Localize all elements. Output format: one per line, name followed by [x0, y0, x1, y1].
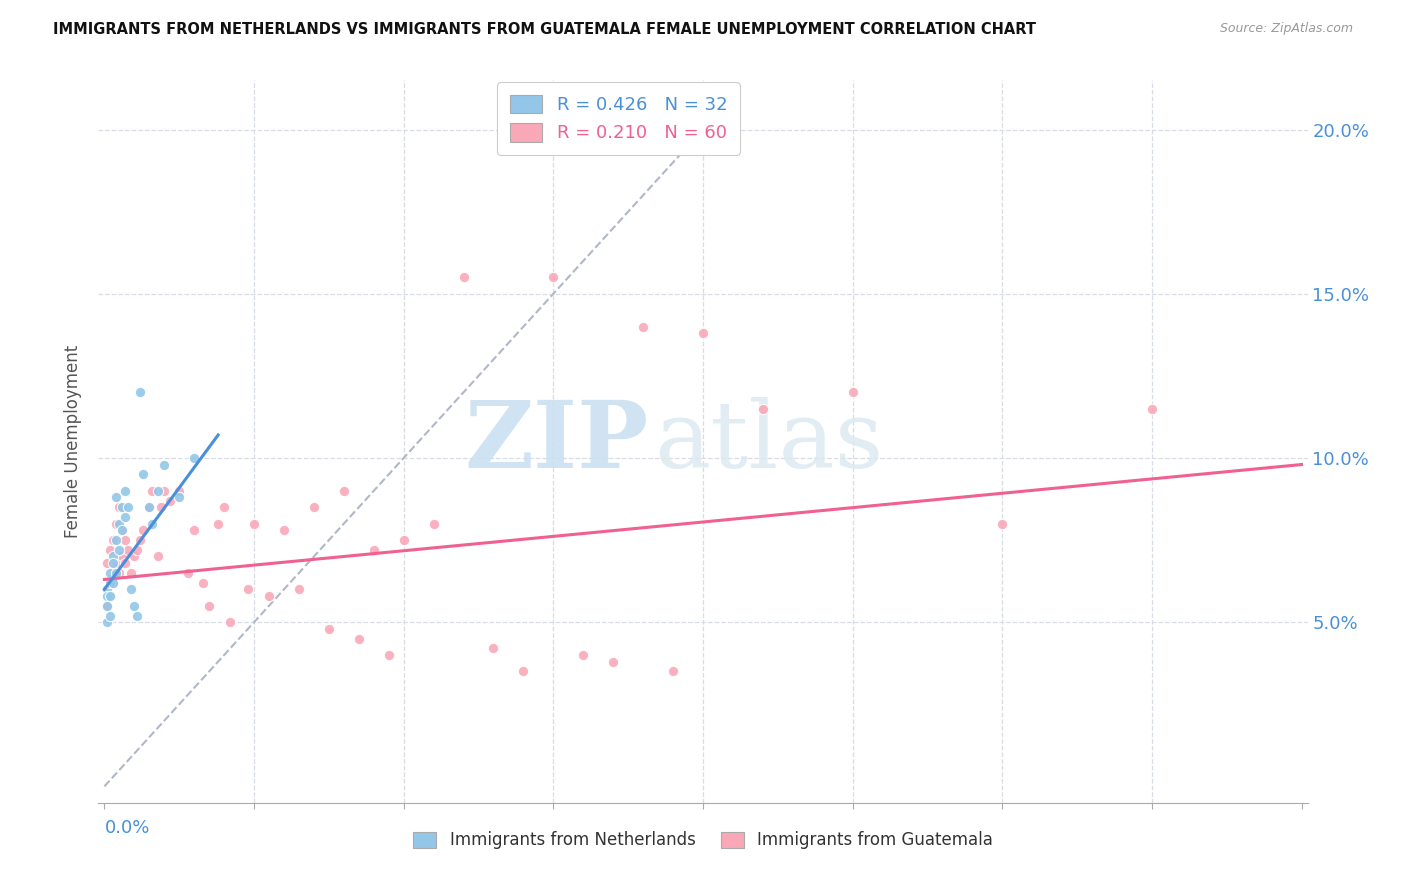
Point	[183, 523, 205, 537]
Point	[132, 523, 155, 537]
Point	[100, 566, 122, 580]
Point	[100, 589, 122, 603]
Point	[752, 401, 775, 416]
Point	[177, 566, 200, 580]
Y-axis label: Female Unemployment: Female Unemployment	[63, 345, 82, 538]
Point	[105, 516, 128, 531]
Point	[183, 450, 205, 465]
Point	[108, 516, 131, 531]
Point	[148, 549, 170, 564]
Point	[120, 582, 142, 597]
Point	[572, 648, 595, 662]
Point	[602, 655, 624, 669]
Point	[207, 516, 229, 531]
Point	[117, 542, 139, 557]
Point	[96, 589, 118, 603]
Point	[422, 516, 444, 531]
Point	[631, 319, 654, 334]
Point	[96, 599, 118, 613]
Point	[288, 582, 311, 597]
Point	[100, 608, 122, 623]
Point	[103, 533, 125, 547]
Point	[662, 665, 685, 679]
Point	[318, 622, 340, 636]
Point	[148, 483, 170, 498]
Point	[96, 582, 118, 597]
Text: atlas: atlas	[655, 397, 884, 486]
Point	[482, 641, 505, 656]
Point	[127, 542, 149, 557]
Point	[96, 615, 118, 630]
Point	[198, 599, 221, 613]
Point	[100, 575, 122, 590]
Point	[103, 575, 125, 590]
Point	[103, 575, 125, 590]
Point	[167, 491, 190, 505]
Point	[111, 523, 134, 537]
Point	[124, 549, 146, 564]
Point	[347, 632, 370, 646]
Point	[453, 270, 475, 285]
Point	[100, 542, 122, 557]
Point	[302, 500, 325, 515]
Point	[159, 493, 181, 508]
Point	[129, 533, 152, 547]
Text: Source: ZipAtlas.com: Source: ZipAtlas.com	[1219, 22, 1353, 36]
Point	[1140, 401, 1163, 416]
Point	[96, 556, 118, 570]
Point	[167, 483, 190, 498]
Legend: Immigrants from Netherlands, Immigrants from Guatemala: Immigrants from Netherlands, Immigrants …	[406, 824, 1000, 856]
Point	[111, 523, 134, 537]
Point	[363, 542, 385, 557]
Point	[108, 542, 131, 557]
Point	[991, 516, 1014, 531]
Point	[105, 491, 128, 505]
Point	[108, 566, 131, 580]
Point	[114, 510, 136, 524]
Point	[120, 566, 142, 580]
Point	[108, 500, 131, 515]
Point	[512, 665, 534, 679]
Point	[96, 599, 118, 613]
Point	[100, 589, 122, 603]
Point	[127, 608, 149, 623]
Point	[153, 483, 176, 498]
Point	[138, 500, 160, 515]
Point	[105, 566, 128, 580]
Point	[114, 556, 136, 570]
Point	[236, 582, 259, 597]
Point	[257, 589, 280, 603]
Point	[105, 533, 128, 547]
Point	[129, 385, 152, 400]
Text: ZIP: ZIP	[464, 397, 648, 486]
Point	[333, 483, 356, 498]
Point	[150, 500, 173, 515]
Point	[243, 516, 266, 531]
Point	[392, 533, 415, 547]
Point	[273, 523, 295, 537]
Point	[692, 326, 714, 340]
Point	[153, 458, 176, 472]
Point	[141, 516, 163, 531]
Text: 0.0%: 0.0%	[104, 819, 150, 837]
Point	[114, 483, 136, 498]
Point	[105, 556, 128, 570]
Text: IMMIGRANTS FROM NETHERLANDS VS IMMIGRANTS FROM GUATEMALA FEMALE UNEMPLOYMENT COR: IMMIGRANTS FROM NETHERLANDS VS IMMIGRANT…	[53, 22, 1036, 37]
Point	[117, 500, 139, 515]
Point	[377, 648, 399, 662]
Point	[141, 483, 163, 498]
Point	[543, 270, 565, 285]
Point	[111, 549, 134, 564]
Point	[138, 500, 160, 515]
Point	[132, 467, 155, 482]
Point	[193, 575, 215, 590]
Point	[114, 533, 136, 547]
Point	[124, 599, 146, 613]
Point	[212, 500, 235, 515]
Point	[841, 385, 863, 400]
Point	[219, 615, 242, 630]
Point	[103, 556, 125, 570]
Point	[103, 549, 125, 564]
Point	[111, 500, 134, 515]
